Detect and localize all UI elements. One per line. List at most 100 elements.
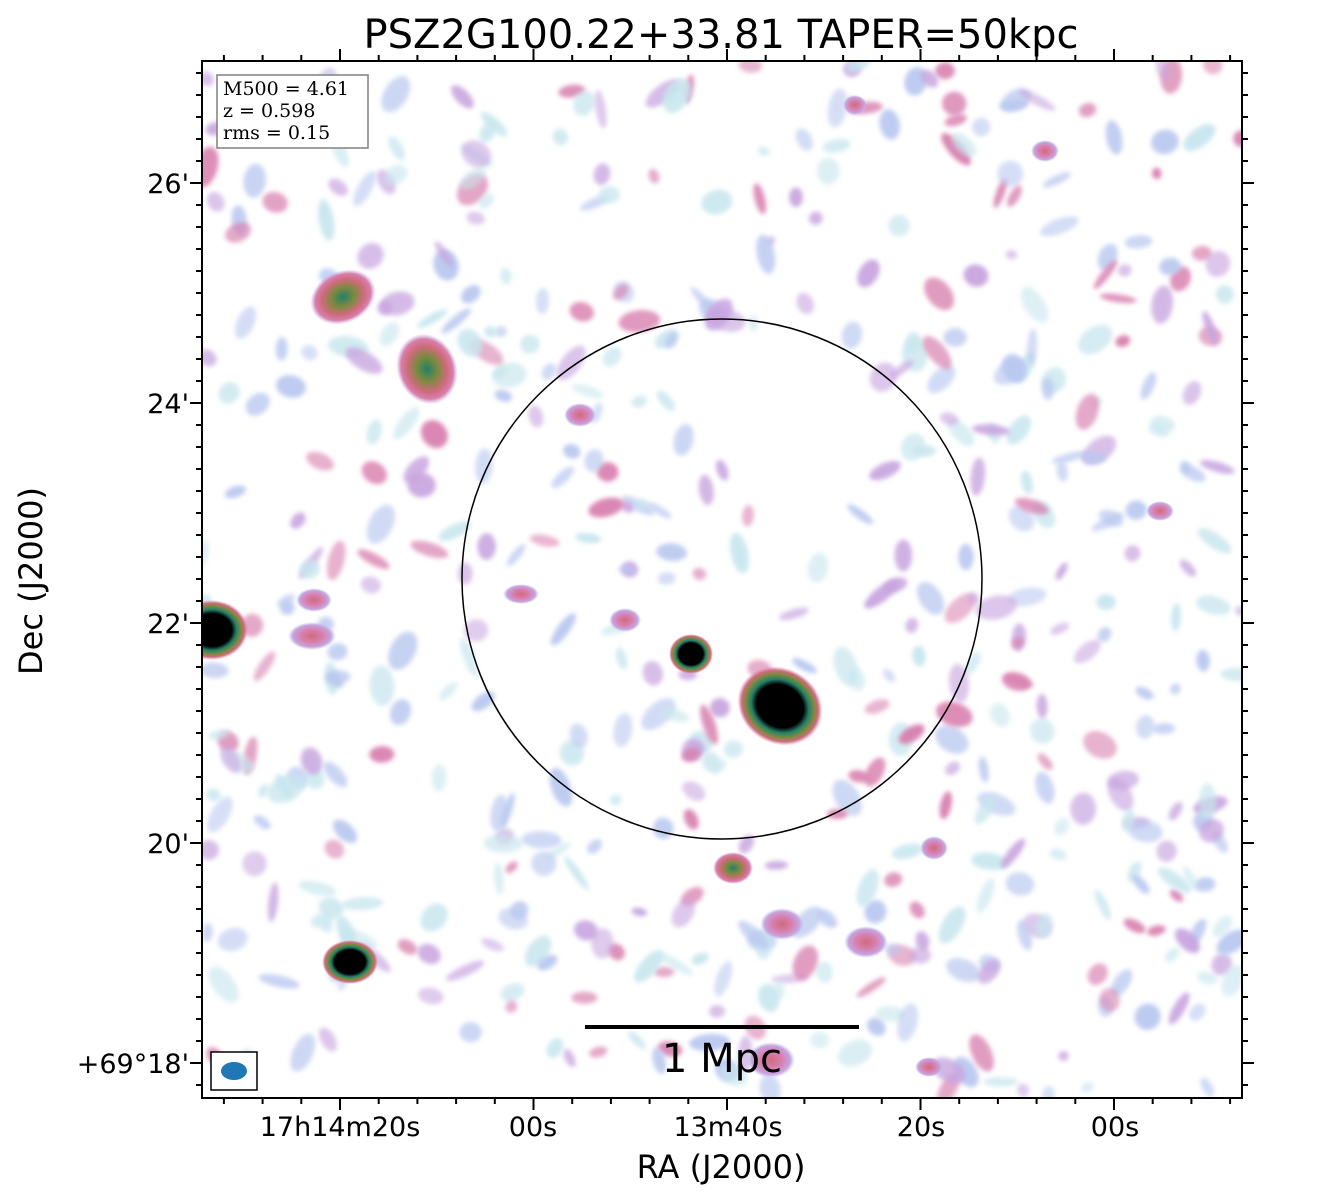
noise-blob [772,981,785,1000]
noise-blob [1179,559,1197,577]
noise-blob [220,745,242,774]
noise-blob [306,451,334,471]
noise-blob [275,337,288,361]
noise-blob [298,880,337,897]
noise-blob [301,344,318,361]
noise-blob [1037,753,1053,770]
noise-blob [671,898,695,928]
radio-source-faint [747,1042,795,1078]
noise-blob [208,966,239,1003]
noise-blob [1091,512,1125,532]
noise-blob [796,292,814,315]
noise-blob [958,543,974,571]
noise-blob [253,651,276,682]
noise-blob [942,91,967,116]
noise-blob [1170,683,1181,695]
noise-blob [493,862,504,895]
noise-blob [833,646,859,687]
noise-blob [461,284,481,304]
noise-blob [947,418,975,447]
noise-blob [433,249,459,281]
noise-blob [701,189,733,215]
noise-blob [551,466,575,488]
noise-blob [569,301,594,322]
noise-blob [795,128,813,151]
noise-blob [1188,1003,1206,1021]
noise-blob [1147,424,1169,438]
noise-blob [832,779,862,816]
noise-blob [202,662,229,679]
noise-blob [1080,452,1107,464]
radio-source-faint [1031,140,1059,162]
noise-blob [657,1041,683,1057]
noise-blob [935,62,955,80]
noise-blob [1168,992,1190,1025]
noise-blob [591,928,614,959]
radio-source-compact [737,666,823,746]
noise-blob [738,920,769,950]
noise-blob [997,160,1024,187]
radio-source-faint [760,908,804,940]
noise-blob [361,461,388,485]
noise-blob [888,214,910,237]
noise-blob [490,794,508,832]
noise-blob [869,460,901,481]
noise-blob [224,485,246,499]
x-tick-label: 20s [897,1112,945,1143]
noise-blob [1124,235,1153,249]
noise-blob [299,559,320,579]
noise-blob [1183,123,1216,152]
noise-blob [710,698,730,718]
noise-blob [1169,889,1184,902]
noise-blob [682,781,706,801]
noise-blob [290,1033,316,1072]
noise-blob [1073,639,1101,664]
noise-blob [1197,528,1232,554]
noise-blob [909,901,925,919]
noise-blob [708,1004,726,1018]
noise-blob [847,504,874,525]
noise-blob [1018,89,1056,111]
noise-blob [1049,848,1067,861]
noise-blob [1055,562,1068,580]
noise-blob [934,725,969,754]
noise-blob [673,423,694,456]
noise-blob [1036,693,1048,719]
noise-blob [1151,285,1174,324]
noise-blob [941,133,972,166]
noise-blob [588,497,624,518]
noise-blob [202,71,214,87]
noise-blob [779,607,809,621]
noise-blob [894,539,913,572]
noise-blob [380,291,415,316]
noise-blob [357,242,384,269]
noise-blob [753,183,767,215]
noise-blob [326,540,346,581]
noise-blob [341,897,384,911]
noise-blob [915,931,930,951]
noise-blob [631,907,648,917]
noise-blob [618,310,661,333]
chart-title: PSZ2G100.22+33.81 TAPER=50kpc [364,12,1079,58]
noise-blob [1127,819,1163,843]
noise-blob [807,552,829,583]
noise-blob [564,855,589,891]
noise-blob [563,444,581,459]
noise-blob [838,1039,872,1067]
noise-blob [924,277,955,311]
info-rms: rms = 0.15 [223,122,330,144]
noise-blob [483,326,497,338]
noise-blob [318,1027,337,1052]
noise-blob [657,572,676,585]
noise-blob [235,306,257,339]
noise-blob [531,850,557,876]
noise-blob [900,433,926,461]
noise-blob [1220,667,1242,682]
x-tick-label: 17h14m20s [260,1112,421,1143]
noise-blob [756,234,776,274]
noise-blob [1123,918,1146,934]
noise-blob [1017,920,1033,951]
y-tick-label: 20' [147,829,189,860]
noise-blob [922,335,952,369]
noise-blob [714,960,733,997]
